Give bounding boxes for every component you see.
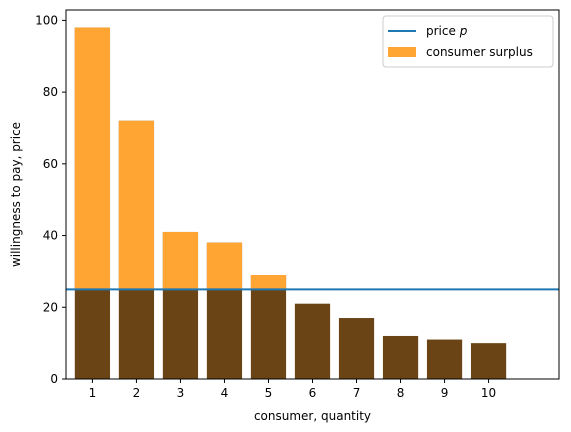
surplus-bar-4 [206, 242, 243, 290]
legend-price-label-symbol: p [459, 24, 468, 38]
legend: price p consumer surplus [382, 15, 554, 68]
surplus-bars [74, 27, 287, 290]
legend-surplus-swatch [388, 47, 416, 57]
legend-surplus-label: consumer surplus [426, 45, 533, 59]
y-tick-label-80: 80 [43, 85, 58, 99]
wtp-bar-8 [382, 335, 419, 379]
wtp-bar-7 [338, 318, 375, 379]
x-tick-label-6: 6 [309, 386, 317, 400]
wtp-bar-6 [294, 303, 331, 379]
y-tick-label-0: 0 [50, 372, 58, 386]
x-tick-label-9: 9 [441, 386, 449, 400]
x-tick-label-7: 7 [353, 386, 361, 400]
x-tick-label-5: 5 [265, 386, 273, 400]
x-tick-label-4: 4 [221, 386, 229, 400]
x-tick-label-3: 3 [177, 386, 185, 400]
y-tick-label-40: 40 [43, 229, 58, 243]
legend-box [382, 15, 554, 68]
x-ticks: 1 2 3 4 5 6 7 8 9 10 [89, 379, 496, 400]
wtp-bar-5 [250, 275, 287, 379]
surplus-bar-1 [74, 27, 111, 290]
y-axis-label: willingness to pay, price [9, 122, 23, 267]
surplus-bar-2 [118, 120, 155, 290]
x-tick-label-2: 2 [133, 386, 141, 400]
x-tick-label-10: 10 [481, 386, 496, 400]
x-axis-label: consumer, quantity [254, 409, 371, 423]
wtp-bar-9 [426, 339, 463, 379]
y-tick-label-100: 100 [35, 13, 58, 27]
legend-price-label-text: price [426, 24, 460, 38]
legend-price-label: price p [426, 24, 468, 38]
surplus-bar-5 [250, 275, 287, 290]
y-tick-label-20: 20 [43, 300, 58, 314]
y-tick-label-60: 60 [43, 157, 58, 171]
y-ticks: 0 20 40 60 80 100 [35, 13, 66, 386]
surplus-bar-3 [162, 231, 199, 290]
x-tick-label-8: 8 [397, 386, 405, 400]
x-tick-label-1: 1 [89, 386, 97, 400]
wtp-bar-10 [470, 343, 507, 379]
